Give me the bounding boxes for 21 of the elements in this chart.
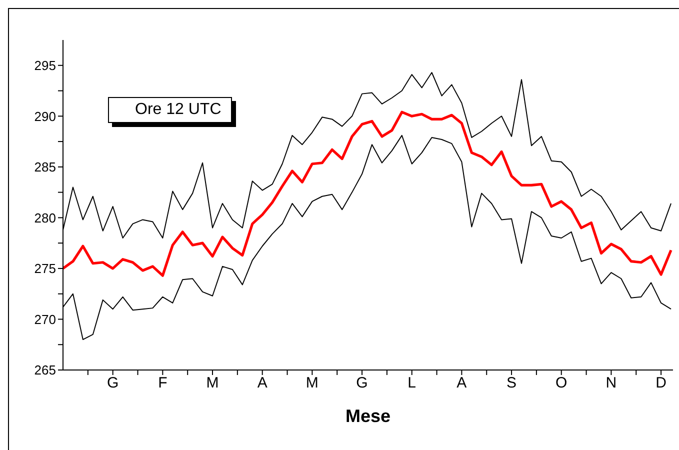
x-tick-label: N — [606, 374, 617, 392]
y-tick-label: 265 — [34, 362, 56, 378]
x-tick-label: O — [556, 374, 568, 392]
x-tick-label: G — [356, 374, 368, 392]
y-tick-label: 295 — [34, 58, 56, 73]
annotation: Ore 12 UTC — [108, 97, 232, 123]
y-tick-label: 290 — [34, 108, 56, 124]
x-tick-label: A — [456, 374, 467, 392]
y-tick-label: 270 — [34, 312, 56, 327]
x-tick-label: A — [257, 374, 268, 392]
x-axis-title: Mese — [345, 406, 391, 426]
x-tick-label: M — [306, 374, 318, 392]
x-tick-label: G — [107, 374, 119, 392]
x-tick-label: F — [158, 374, 168, 392]
y-tick-label: 280 — [34, 210, 56, 226]
x-tick-label: M — [206, 374, 219, 392]
y-tick-label: 285 — [34, 160, 56, 175]
x-tick-label: L — [408, 374, 416, 392]
x-tick-label: D — [656, 374, 667, 392]
y-tick-label: 275 — [34, 261, 56, 276]
x-tick-label: S — [506, 374, 517, 392]
